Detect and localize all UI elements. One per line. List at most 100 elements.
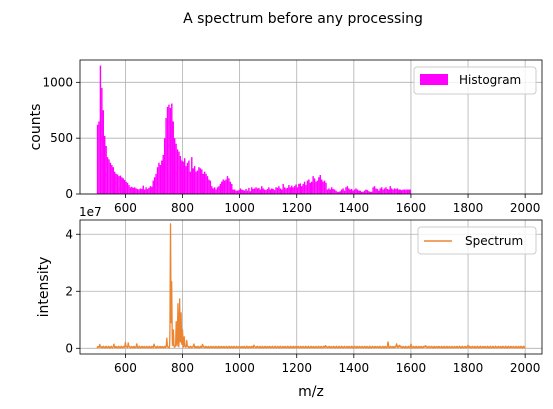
histogram-bar: [388, 189, 390, 194]
histogram-bar: [206, 176, 209, 194]
histogram-bar: [175, 143, 177, 194]
histogram-bar: [139, 188, 142, 194]
histogram-bar: [229, 181, 232, 194]
histogram-bar: [242, 190, 244, 194]
histogram-bar: [383, 188, 386, 194]
histogram-bar: [198, 167, 200, 194]
histogram-bar: [223, 180, 226, 194]
histogram-bar: [398, 189, 400, 194]
histogram-bar: [386, 188, 389, 194]
histogram-bar: [201, 169, 203, 194]
histogram-bar: [336, 191, 339, 194]
histogram-legend-box: [413, 66, 537, 95]
spectrum-legend: Spectrum: [417, 226, 537, 255]
histogram-bar: [292, 187, 294, 194]
histogram-bar: [153, 177, 156, 194]
histogram-bar: [145, 187, 147, 194]
histogram-bar: [282, 183, 284, 194]
histogram-bar: [373, 186, 376, 194]
histogram-offset-text: 1e7: [79, 205, 102, 219]
histogram-bar: [151, 186, 153, 194]
histogram-bar: [355, 188, 357, 194]
histogram-bar: [173, 138, 176, 194]
histogram-bar: [266, 188, 269, 194]
histogram-bar: [162, 154, 164, 194]
histogram-bar: [122, 178, 124, 194]
histogram-bar: [356, 189, 359, 194]
histogram-bar: [316, 180, 319, 194]
histogram-bar: [396, 188, 399, 194]
spectrum-frame: [79, 219, 543, 355]
histogram-bar: [102, 110, 104, 194]
histogram-bar: [379, 188, 381, 194]
histogram-bar: [335, 190, 337, 194]
histogram-bar: [339, 191, 341, 194]
histogram-bar: [278, 186, 280, 194]
histogram-bar: [116, 174, 119, 194]
histogram-bar: [178, 151, 180, 194]
histogram-bar: [159, 164, 162, 194]
histogram-bar: [192, 168, 194, 194]
histogram-bar: [136, 188, 139, 194]
histogram-bar: [326, 189, 329, 194]
histogram-bar: [193, 166, 196, 194]
histogram-bar: [409, 189, 411, 194]
histogram-bar: [345, 187, 347, 194]
histogram-bar: [222, 179, 224, 194]
histogram-bar: [298, 183, 300, 194]
histogram-bar: [259, 189, 262, 194]
histogram-bar: [119, 175, 122, 194]
histogram-bar: [238, 190, 240, 194]
histogram-bar: [251, 187, 253, 194]
histogram-bar: [182, 161, 184, 194]
histogram-bar: [245, 188, 247, 194]
histogram-bar: [98, 121, 100, 194]
histogram-bar: [241, 189, 243, 194]
histogram-bar: [390, 188, 393, 194]
top-xtick-label: 600: [114, 201, 137, 215]
histogram-bar: [303, 181, 306, 194]
histogram-bar: [118, 176, 120, 194]
bot-xtick-label: 1400: [339, 361, 370, 375]
histogram-bar: [370, 191, 373, 194]
histogram-bar: [378, 190, 380, 194]
histogram-bar: [293, 186, 296, 194]
histogram-bar: [349, 189, 351, 194]
bot-xtick-label: 1600: [396, 361, 427, 375]
histogram-bar: [359, 190, 361, 194]
histogram-bar: [106, 157, 109, 194]
histogram-bar: [236, 190, 239, 194]
histogram-bar: [199, 168, 202, 194]
histogram-bar: [322, 181, 324, 194]
histogram-bar: [348, 188, 350, 194]
histogram-bar: [268, 187, 270, 194]
histogram-bar: [299, 183, 302, 194]
histogram-bar: [149, 186, 152, 194]
histogram-bar: [148, 187, 150, 194]
histogram-bars: [96, 65, 411, 194]
histogram-bar: [156, 167, 159, 194]
histogram-bar: [141, 188, 143, 194]
histogram-bar: [291, 185, 293, 194]
histogram-bar: [221, 181, 223, 194]
histogram-bar: [405, 189, 407, 194]
histogram-bar: [289, 187, 292, 194]
histogram-bar: [233, 189, 236, 194]
histogram-bar: [385, 187, 387, 194]
histogram-bar: [302, 183, 304, 194]
histogram-bar: [306, 180, 309, 194]
histogram-bar: [168, 104, 170, 194]
histogram-bar: [146, 188, 149, 194]
histogram-bar: [256, 188, 259, 194]
histogram-bar: [196, 170, 199, 194]
histogram-legend-label: Histogram: [459, 73, 521, 87]
histogram-bar: [185, 166, 187, 194]
histogram-bar: [255, 187, 257, 194]
histogram-bar: [125, 181, 127, 194]
histogram-bar: [158, 162, 160, 194]
histogram-bar: [226, 176, 229, 194]
histogram-bar: [208, 179, 210, 194]
histogram-bar: [399, 189, 401, 194]
histogram-bar: [400, 190, 403, 194]
histogram-bar: [408, 189, 410, 194]
